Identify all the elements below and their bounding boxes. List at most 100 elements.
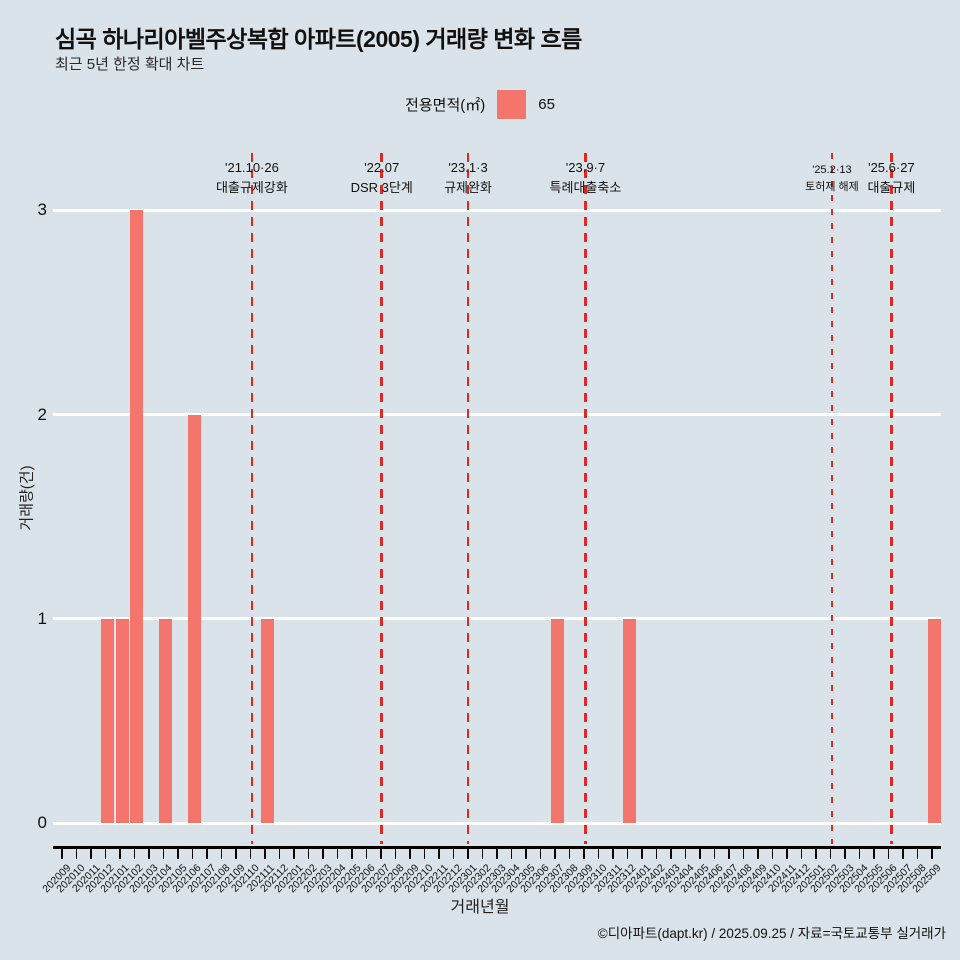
gridline-y3: [53, 208, 941, 212]
x-tick: [191, 848, 194, 859]
event-label: 대출규제: [867, 180, 916, 196]
event-line-3: [466, 153, 470, 844]
event-label: 토허제 해제: [805, 181, 859, 194]
gridline-y2: [53, 413, 941, 417]
x-tick: [612, 848, 614, 859]
bar-202106: [188, 414, 201, 823]
x-tick: [307, 848, 310, 859]
x-tick: [699, 848, 701, 859]
x-tick: [815, 848, 817, 859]
x-tick: [264, 848, 266, 859]
x-tick: [438, 848, 440, 859]
x-tick: [597, 848, 600, 859]
bar-202111: [260, 618, 274, 823]
x-tick: [684, 848, 687, 859]
x-tick: [554, 848, 556, 859]
gridline-y0: [53, 821, 941, 825]
event-date: '22.07: [364, 160, 400, 175]
bar-202012: [101, 618, 114, 823]
x-tick: [713, 848, 716, 859]
x-tick: [858, 848, 861, 859]
x-tick: [771, 848, 774, 859]
event-annotation-3: '23.1·3 규제완화: [368, 158, 568, 198]
page-title: 심곡 하나리아벨주상복합 아파트(2005) 거래량 변화 흐름: [55, 26, 582, 52]
x-tick: [104, 848, 107, 859]
event-line-6: [890, 153, 893, 844]
x-tick: [626, 848, 629, 859]
event-date: '21.10·26: [225, 160, 279, 175]
x-tick: [452, 848, 455, 859]
x-tick: [655, 848, 658, 859]
x-tick: [583, 848, 585, 859]
legend: 전용면적(㎡) 65: [0, 90, 960, 119]
x-tick: [336, 848, 339, 859]
x-tick: [742, 848, 745, 859]
event-annotation-1: '21.10·26 대출규제강화: [152, 158, 352, 198]
x-tick: [525, 848, 527, 859]
legend-label: 전용면적(㎡): [405, 97, 486, 114]
x-tick: [539, 848, 542, 859]
x-tick: [162, 848, 165, 859]
bar-202102: [130, 210, 143, 823]
legend-value: 65: [538, 96, 555, 113]
x-tick: [510, 848, 513, 859]
x-tick: [887, 848, 890, 859]
event-line-4: [584, 153, 587, 844]
x-tick: [133, 848, 136, 859]
x-tick: [670, 848, 672, 859]
x-tick: [206, 848, 208, 859]
bar-202509: [927, 618, 941, 823]
event-date: '25.6·27: [868, 160, 915, 175]
x-tick: [278, 848, 281, 859]
bar-202307: [550, 618, 564, 823]
event-date: '25.2·13: [812, 164, 852, 176]
event-annotation-2: '22.07 DSR 3단계: [282, 158, 482, 198]
event-label: 대출규제강화: [216, 180, 288, 196]
event-line-1: [250, 153, 254, 844]
event-label: 특례대출축소: [549, 180, 622, 196]
x-tick: [481, 848, 484, 859]
x-tick: [916, 848, 919, 859]
x-tick: [800, 848, 803, 859]
y-tick-label: 1: [37, 608, 47, 628]
x-tick: [90, 848, 92, 859]
y-tick-label: 3: [37, 200, 47, 220]
x-tick: [844, 848, 846, 859]
x-tick: [148, 848, 150, 859]
x-tick: [423, 848, 426, 859]
page-subtitle: 최근 5년 한정 확대 차트: [55, 56, 205, 73]
x-tick: [757, 848, 759, 859]
x-axis-title: 거래년월: [450, 899, 510, 916]
x-tick: [75, 848, 78, 859]
x-tick: [728, 848, 730, 859]
x-tick: [641, 848, 643, 859]
x-tick: [235, 848, 237, 859]
x-tick: [394, 848, 397, 859]
x-tick: [380, 848, 382, 859]
x-tick: [351, 848, 353, 859]
x-tick: [119, 848, 121, 859]
bar-202312: [623, 618, 636, 823]
y-tick-label: 2: [37, 404, 47, 424]
x-tick: [873, 848, 875, 859]
bar-202101: [115, 618, 129, 823]
event-line-2: [380, 153, 383, 844]
event-label: 규제완화: [444, 180, 492, 196]
event-line-5: [831, 153, 833, 844]
x-tick: [467, 848, 469, 859]
x-tick: [829, 848, 832, 859]
event-annotation-6: '25.6·27 대출규제: [791, 158, 960, 198]
y-tick-label: 0: [37, 813, 47, 832]
x-tick: [568, 848, 571, 859]
x-tick: [786, 848, 788, 859]
x-tick: [409, 848, 411, 859]
event-annotation-5: '25.2·13 토허제 해제: [732, 162, 932, 196]
event-date: '23.9·7: [565, 160, 606, 175]
x-tick: [177, 848, 179, 859]
x-tick: [931, 848, 933, 859]
x-tick: [293, 848, 295, 859]
x-tick: [220, 848, 223, 859]
x-tick: [322, 848, 324, 859]
x-tick: [249, 848, 252, 859]
